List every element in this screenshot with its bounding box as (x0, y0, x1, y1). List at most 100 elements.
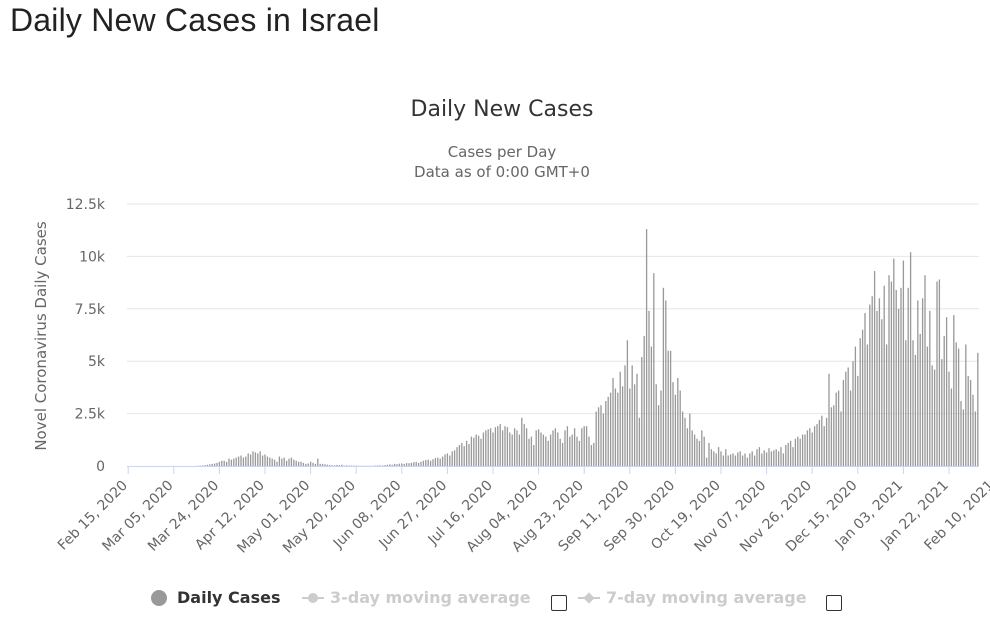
daily-cases-bar[interactable] (686, 428, 689, 466)
daily-cases-bar[interactable] (837, 390, 840, 466)
daily-cases-bar[interactable] (674, 394, 677, 466)
checkbox-7-day-average[interactable] (826, 595, 842, 611)
daily-cases-bar[interactable] (626, 340, 629, 466)
daily-cases-bar[interactable] (211, 463, 213, 466)
daily-cases-bar[interactable] (590, 445, 593, 466)
daily-cases-bar[interactable] (417, 462, 420, 466)
daily-cases-bar[interactable] (857, 375, 859, 466)
daily-cases-bar[interactable] (907, 287, 909, 466)
daily-cases-bar[interactable] (789, 440, 792, 466)
daily-cases-bar[interactable] (967, 375, 969, 466)
daily-cases-bar[interactable] (864, 312, 866, 466)
daily-cases-bar[interactable] (317, 458, 319, 466)
daily-cases-bar[interactable] (523, 424, 525, 466)
daily-cases-bar[interactable] (732, 453, 734, 466)
daily-cases-bar[interactable] (597, 407, 600, 466)
daily-cases-bar[interactable] (852, 361, 854, 466)
daily-cases-bar[interactable] (924, 275, 926, 466)
daily-cases-bar[interactable] (633, 384, 636, 466)
daily-cases-bar[interactable] (631, 365, 633, 466)
daily-cases-bar[interactable] (941, 359, 943, 466)
daily-cases-bar[interactable] (228, 458, 230, 466)
daily-cases-bar[interactable] (213, 463, 216, 466)
daily-cases-bar[interactable] (710, 449, 713, 466)
daily-cases-bar[interactable] (662, 287, 665, 466)
daily-cases-bar[interactable] (645, 229, 648, 466)
daily-cases-bar[interactable] (749, 453, 751, 466)
daily-cases-bar[interactable] (492, 432, 494, 466)
daily-cases-bar[interactable] (641, 357, 643, 466)
daily-cases-bar[interactable] (465, 440, 468, 466)
daily-cases-bar[interactable] (300, 461, 302, 466)
daily-cases-bar[interactable] (573, 428, 576, 466)
daily-cases-bar[interactable] (873, 271, 876, 466)
daily-cases-bar[interactable] (281, 458, 283, 466)
daily-cases-bar[interactable] (677, 377, 679, 466)
daily-cases-bar[interactable] (595, 411, 597, 467)
daily-cases-bar[interactable] (516, 430, 518, 466)
daily-cases-bar[interactable] (648, 310, 650, 466)
daily-cases-bar[interactable] (974, 411, 977, 467)
daily-cases-bar[interactable] (391, 464, 393, 466)
daily-cases-bar[interactable] (489, 428, 492, 466)
daily-cases-bar[interactable] (912, 340, 914, 466)
daily-cases-bar[interactable] (713, 451, 715, 466)
daily-cases-bar[interactable] (561, 442, 564, 466)
daily-cases-bar[interactable] (581, 428, 583, 466)
daily-cases-bar[interactable] (717, 447, 720, 466)
daily-cases-bar[interactable] (914, 354, 917, 466)
daily-cases-bar[interactable] (785, 445, 787, 466)
daily-cases-bar[interactable] (876, 310, 878, 466)
daily-cases-bar[interactable] (804, 434, 806, 466)
daily-cases-bar[interactable] (588, 436, 590, 466)
daily-cases-bar[interactable] (549, 434, 552, 466)
daily-cases-bar[interactable] (751, 451, 753, 466)
daily-cases-bar[interactable] (881, 319, 883, 466)
daily-cases-bar[interactable] (619, 371, 621, 466)
daily-cases-bar[interactable] (945, 317, 948, 466)
daily-cases-bar[interactable] (559, 438, 561, 466)
daily-cases-bar[interactable] (909, 252, 912, 466)
daily-cases-bar[interactable] (276, 461, 278, 466)
daily-cases-bar[interactable] (377, 465, 379, 466)
daily-cases-bar[interactable] (257, 453, 259, 466)
daily-cases-bar[interactable] (665, 300, 667, 466)
daily-cases-bar[interactable] (931, 365, 933, 466)
daily-cases-bar[interactable] (389, 464, 391, 466)
daily-cases-bar[interactable] (900, 287, 902, 466)
daily-cases-bar[interactable] (701, 430, 703, 466)
daily-cases-bar[interactable] (696, 438, 698, 466)
daily-cases-bar[interactable] (734, 455, 737, 466)
daily-cases-bar[interactable] (679, 390, 681, 466)
daily-cases-bar[interactable] (535, 430, 537, 466)
daily-cases-bar[interactable] (818, 419, 821, 466)
daily-cases-bar[interactable] (869, 304, 871, 466)
daily-cases-bar[interactable] (921, 298, 924, 466)
daily-cases-bar[interactable] (341, 464, 343, 466)
daily-cases-bar[interactable] (758, 447, 761, 466)
daily-cases-bar[interactable] (842, 380, 845, 466)
daily-cases-bar[interactable] (451, 451, 453, 466)
daily-cases-bar[interactable] (761, 453, 763, 466)
daily-cases-bar[interactable] (825, 417, 828, 466)
daily-cases-bar[interactable] (530, 436, 533, 466)
daily-cases-bar[interactable] (753, 455, 756, 466)
daily-cases-bar[interactable] (830, 407, 833, 466)
daily-cases-bar[interactable] (312, 462, 314, 466)
daily-cases-bar[interactable] (636, 373, 638, 466)
daily-cases-bar[interactable] (290, 457, 293, 466)
daily-cases-bar[interactable] (977, 352, 979, 466)
daily-cases-bar[interactable] (408, 463, 410, 466)
daily-cases-bar[interactable] (847, 367, 849, 466)
daily-cases-bar[interactable] (453, 450, 456, 466)
daily-cases-bar[interactable] (605, 401, 607, 466)
daily-cases-bar[interactable] (521, 417, 523, 466)
daily-cases-bar[interactable] (775, 449, 777, 466)
daily-cases-bar[interactable] (962, 409, 965, 466)
daily-cases-bar[interactable] (326, 464, 329, 466)
daily-cases-bar[interactable] (890, 281, 893, 466)
daily-cases-bar[interactable] (773, 450, 775, 466)
daily-cases-bar[interactable] (684, 417, 686, 466)
daily-cases-bar[interactable] (797, 436, 799, 466)
daily-cases-bar[interactable] (739, 451, 741, 466)
